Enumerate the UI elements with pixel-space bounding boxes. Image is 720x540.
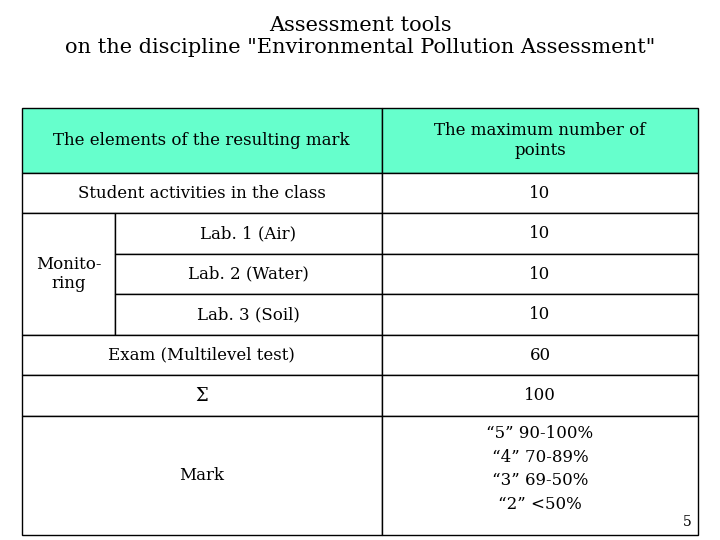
- Text: The maximum number of
points: The maximum number of points: [434, 122, 646, 159]
- Text: 10: 10: [529, 225, 551, 242]
- Bar: [22, 335, 382, 375]
- Bar: [22, 213, 115, 335]
- Bar: [382, 416, 698, 535]
- Text: Mark: Mark: [179, 467, 224, 484]
- Bar: [22, 416, 382, 535]
- Text: Assessment tools
on the discipline "Environmental Pollution Assessment": Assessment tools on the discipline "Envi…: [65, 16, 655, 57]
- Text: The elements of the resulting mark: The elements of the resulting mark: [53, 132, 350, 149]
- Bar: [382, 108, 698, 173]
- Bar: [382, 213, 698, 254]
- Bar: [22, 173, 382, 213]
- Text: 10: 10: [529, 306, 551, 323]
- Text: Lab. 2 (Water): Lab. 2 (Water): [188, 266, 309, 282]
- Text: Σ: Σ: [195, 387, 208, 404]
- Text: Lab. 1 (Air): Lab. 1 (Air): [200, 225, 297, 242]
- Bar: [382, 294, 698, 335]
- Bar: [115, 254, 382, 294]
- Text: Monito-
ring: Monito- ring: [36, 256, 101, 292]
- Bar: [115, 294, 382, 335]
- Text: 10: 10: [529, 266, 551, 282]
- Bar: [115, 213, 382, 254]
- Bar: [382, 173, 698, 213]
- Bar: [22, 108, 382, 173]
- Text: “5” 90-100%
“4” 70-89%
“3” 69-50%
“2” <50%: “5” 90-100% “4” 70-89% “3” 69-50% “2” <5…: [487, 426, 593, 513]
- Text: 5: 5: [683, 515, 691, 529]
- Text: 100: 100: [524, 387, 556, 404]
- Bar: [382, 375, 698, 416]
- Text: Student activities in the class: Student activities in the class: [78, 185, 325, 201]
- Bar: [382, 254, 698, 294]
- Bar: [22, 375, 382, 416]
- Text: 60: 60: [529, 347, 551, 363]
- Text: 10: 10: [529, 185, 551, 201]
- Text: Lab. 3 (Soil): Lab. 3 (Soil): [197, 306, 300, 323]
- Text: Exam (Multilevel test): Exam (Multilevel test): [108, 347, 295, 363]
- Bar: [382, 335, 698, 375]
